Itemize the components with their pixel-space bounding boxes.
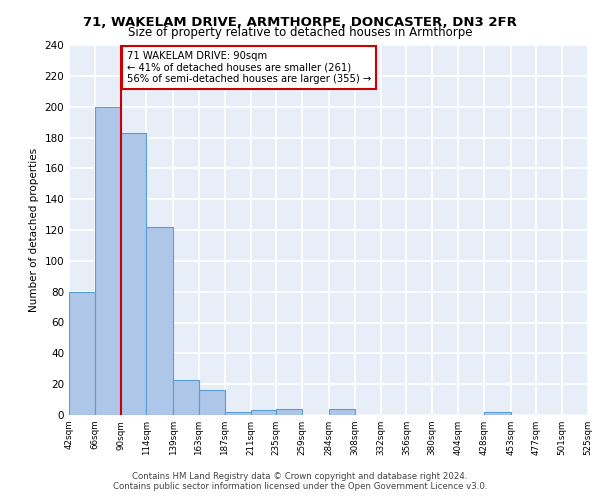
Bar bbox=[146, 227, 173, 415]
Text: 71 WAKELAM DRIVE: 90sqm
← 41% of detached houses are smaller (261)
56% of semi-d: 71 WAKELAM DRIVE: 90sqm ← 41% of detache… bbox=[127, 51, 371, 84]
Text: Contains HM Land Registry data © Crown copyright and database right 2024.
Contai: Contains HM Land Registry data © Crown c… bbox=[113, 472, 487, 491]
Bar bbox=[277, 409, 302, 415]
Bar bbox=[69, 292, 95, 415]
Text: Size of property relative to detached houses in Armthorpe: Size of property relative to detached ho… bbox=[128, 26, 472, 39]
Text: 71, WAKELAM DRIVE, ARMTHORPE, DONCASTER, DN3 2FR: 71, WAKELAM DRIVE, ARMTHORPE, DONCASTER,… bbox=[83, 16, 517, 29]
Bar bbox=[225, 412, 251, 415]
Y-axis label: Number of detached properties: Number of detached properties bbox=[29, 148, 39, 312]
Bar bbox=[484, 412, 511, 415]
Bar bbox=[329, 409, 355, 415]
Bar bbox=[121, 133, 146, 415]
Bar bbox=[173, 380, 199, 415]
Bar bbox=[95, 106, 121, 415]
Bar bbox=[251, 410, 277, 415]
Bar bbox=[199, 390, 225, 415]
